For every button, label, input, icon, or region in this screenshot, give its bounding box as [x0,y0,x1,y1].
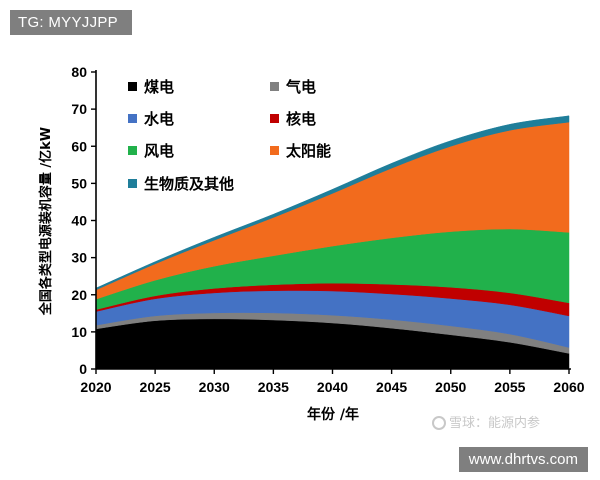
legend-swatch-0 [128,82,137,91]
y-axis-title: 全国各类型电源装机容量 /亿kW [38,127,54,316]
legend-label-0: 煤电 [144,78,174,96]
legend-swatch-4 [128,146,137,155]
x-tick-label: 2040 [317,379,348,395]
y-tick-label: 70 [71,101,87,117]
x-tick-label: 2035 [258,379,289,395]
x-tick-label: 2020 [80,379,111,395]
legend-label-1: 气电 [285,78,316,96]
legend-label-4: 风电 [144,142,174,160]
legend-swatch-2 [128,114,137,123]
legend-label-2: 水电 [144,110,174,128]
legend-label-3: 核电 [286,110,316,128]
legend-swatch-6 [128,179,137,188]
y-tick-label: 0 [79,361,87,377]
x-tick-label: 2025 [140,379,171,395]
xueqiu-watermark: 雪球：能源内参 [432,412,540,431]
y-tick-label: 30 [71,250,87,266]
y-tick-label: 20 [71,287,87,303]
x-tick-label: 2050 [435,379,466,395]
x-tick-label: 2030 [199,379,230,395]
legend-swatch-3 [270,114,279,123]
xueqiu-logo-icon [432,416,446,430]
y-tick-label: 50 [71,175,87,191]
x-axis-title: 年份 /年 [307,406,359,423]
watermark-text: 雪球：能源内参 [449,416,541,431]
website-url-label: www.dhrtvs.com [458,447,588,472]
y-tick-label: 80 [71,64,87,80]
legend-swatch-5 [270,146,279,155]
x-tick-label: 2055 [494,379,525,395]
y-tick-label: 10 [71,324,87,340]
area-series-6 [95,115,570,291]
tg-tag-label: TG: MYYJJPP [10,10,132,35]
y-tick-label: 60 [71,138,87,154]
legend-label-5: 太阳能 [286,142,331,160]
legend-swatch-1 [270,82,279,91]
y-tick-label: 40 [71,213,87,229]
legend-label-6: 生物质及其他 [144,175,234,193]
x-tick-label: 2045 [376,379,407,395]
x-tick-label: 2060 [553,379,584,395]
